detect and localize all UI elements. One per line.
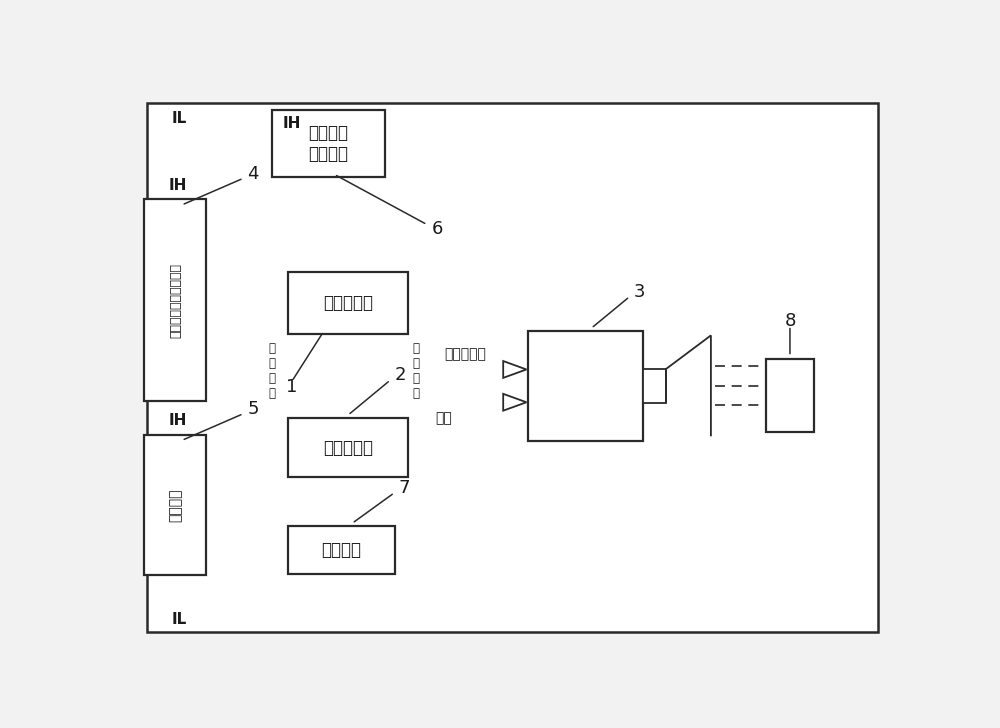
Text: IH: IH (169, 178, 187, 193)
Text: 电源: 电源 (435, 411, 452, 425)
Text: 数据采集器: 数据采集器 (323, 438, 373, 456)
Bar (144, 435, 206, 575)
Text: 引信电源: 引信电源 (168, 488, 182, 522)
Text: 供电单元: 供电单元 (321, 541, 361, 559)
Text: IL: IL (172, 612, 187, 628)
Text: 1: 1 (286, 379, 297, 396)
Bar (272, 110, 385, 177)
Text: 连
接
电
缆: 连 接 电 缆 (269, 341, 276, 400)
Text: 6: 6 (432, 220, 443, 237)
Bar (288, 526, 395, 574)
Bar (288, 272, 408, 334)
Bar (288, 418, 408, 477)
Text: 感光开关量: 感光开关量 (444, 347, 486, 361)
Text: 2: 2 (395, 366, 406, 384)
Text: 4: 4 (247, 165, 259, 183)
Text: 7: 7 (399, 479, 410, 497)
Text: 3: 3 (634, 283, 646, 301)
Text: IH: IH (283, 116, 301, 131)
Text: 计算机系统: 计算机系统 (323, 294, 373, 312)
Bar (528, 331, 643, 440)
Bar (144, 199, 206, 401)
Text: 5: 5 (247, 400, 259, 418)
Text: 连
接
电
缆: 连 接 电 缆 (412, 341, 419, 400)
Bar (643, 369, 666, 403)
Text: IL: IL (172, 111, 187, 126)
Bar (766, 359, 814, 432)
Text: 电流取样
转换单元: 电流取样 转换单元 (308, 124, 348, 163)
Text: IH: IH (169, 414, 187, 428)
Text: 引信电源激发功能设置: 引信电源激发功能设置 (169, 263, 182, 338)
Text: 8: 8 (784, 312, 796, 330)
